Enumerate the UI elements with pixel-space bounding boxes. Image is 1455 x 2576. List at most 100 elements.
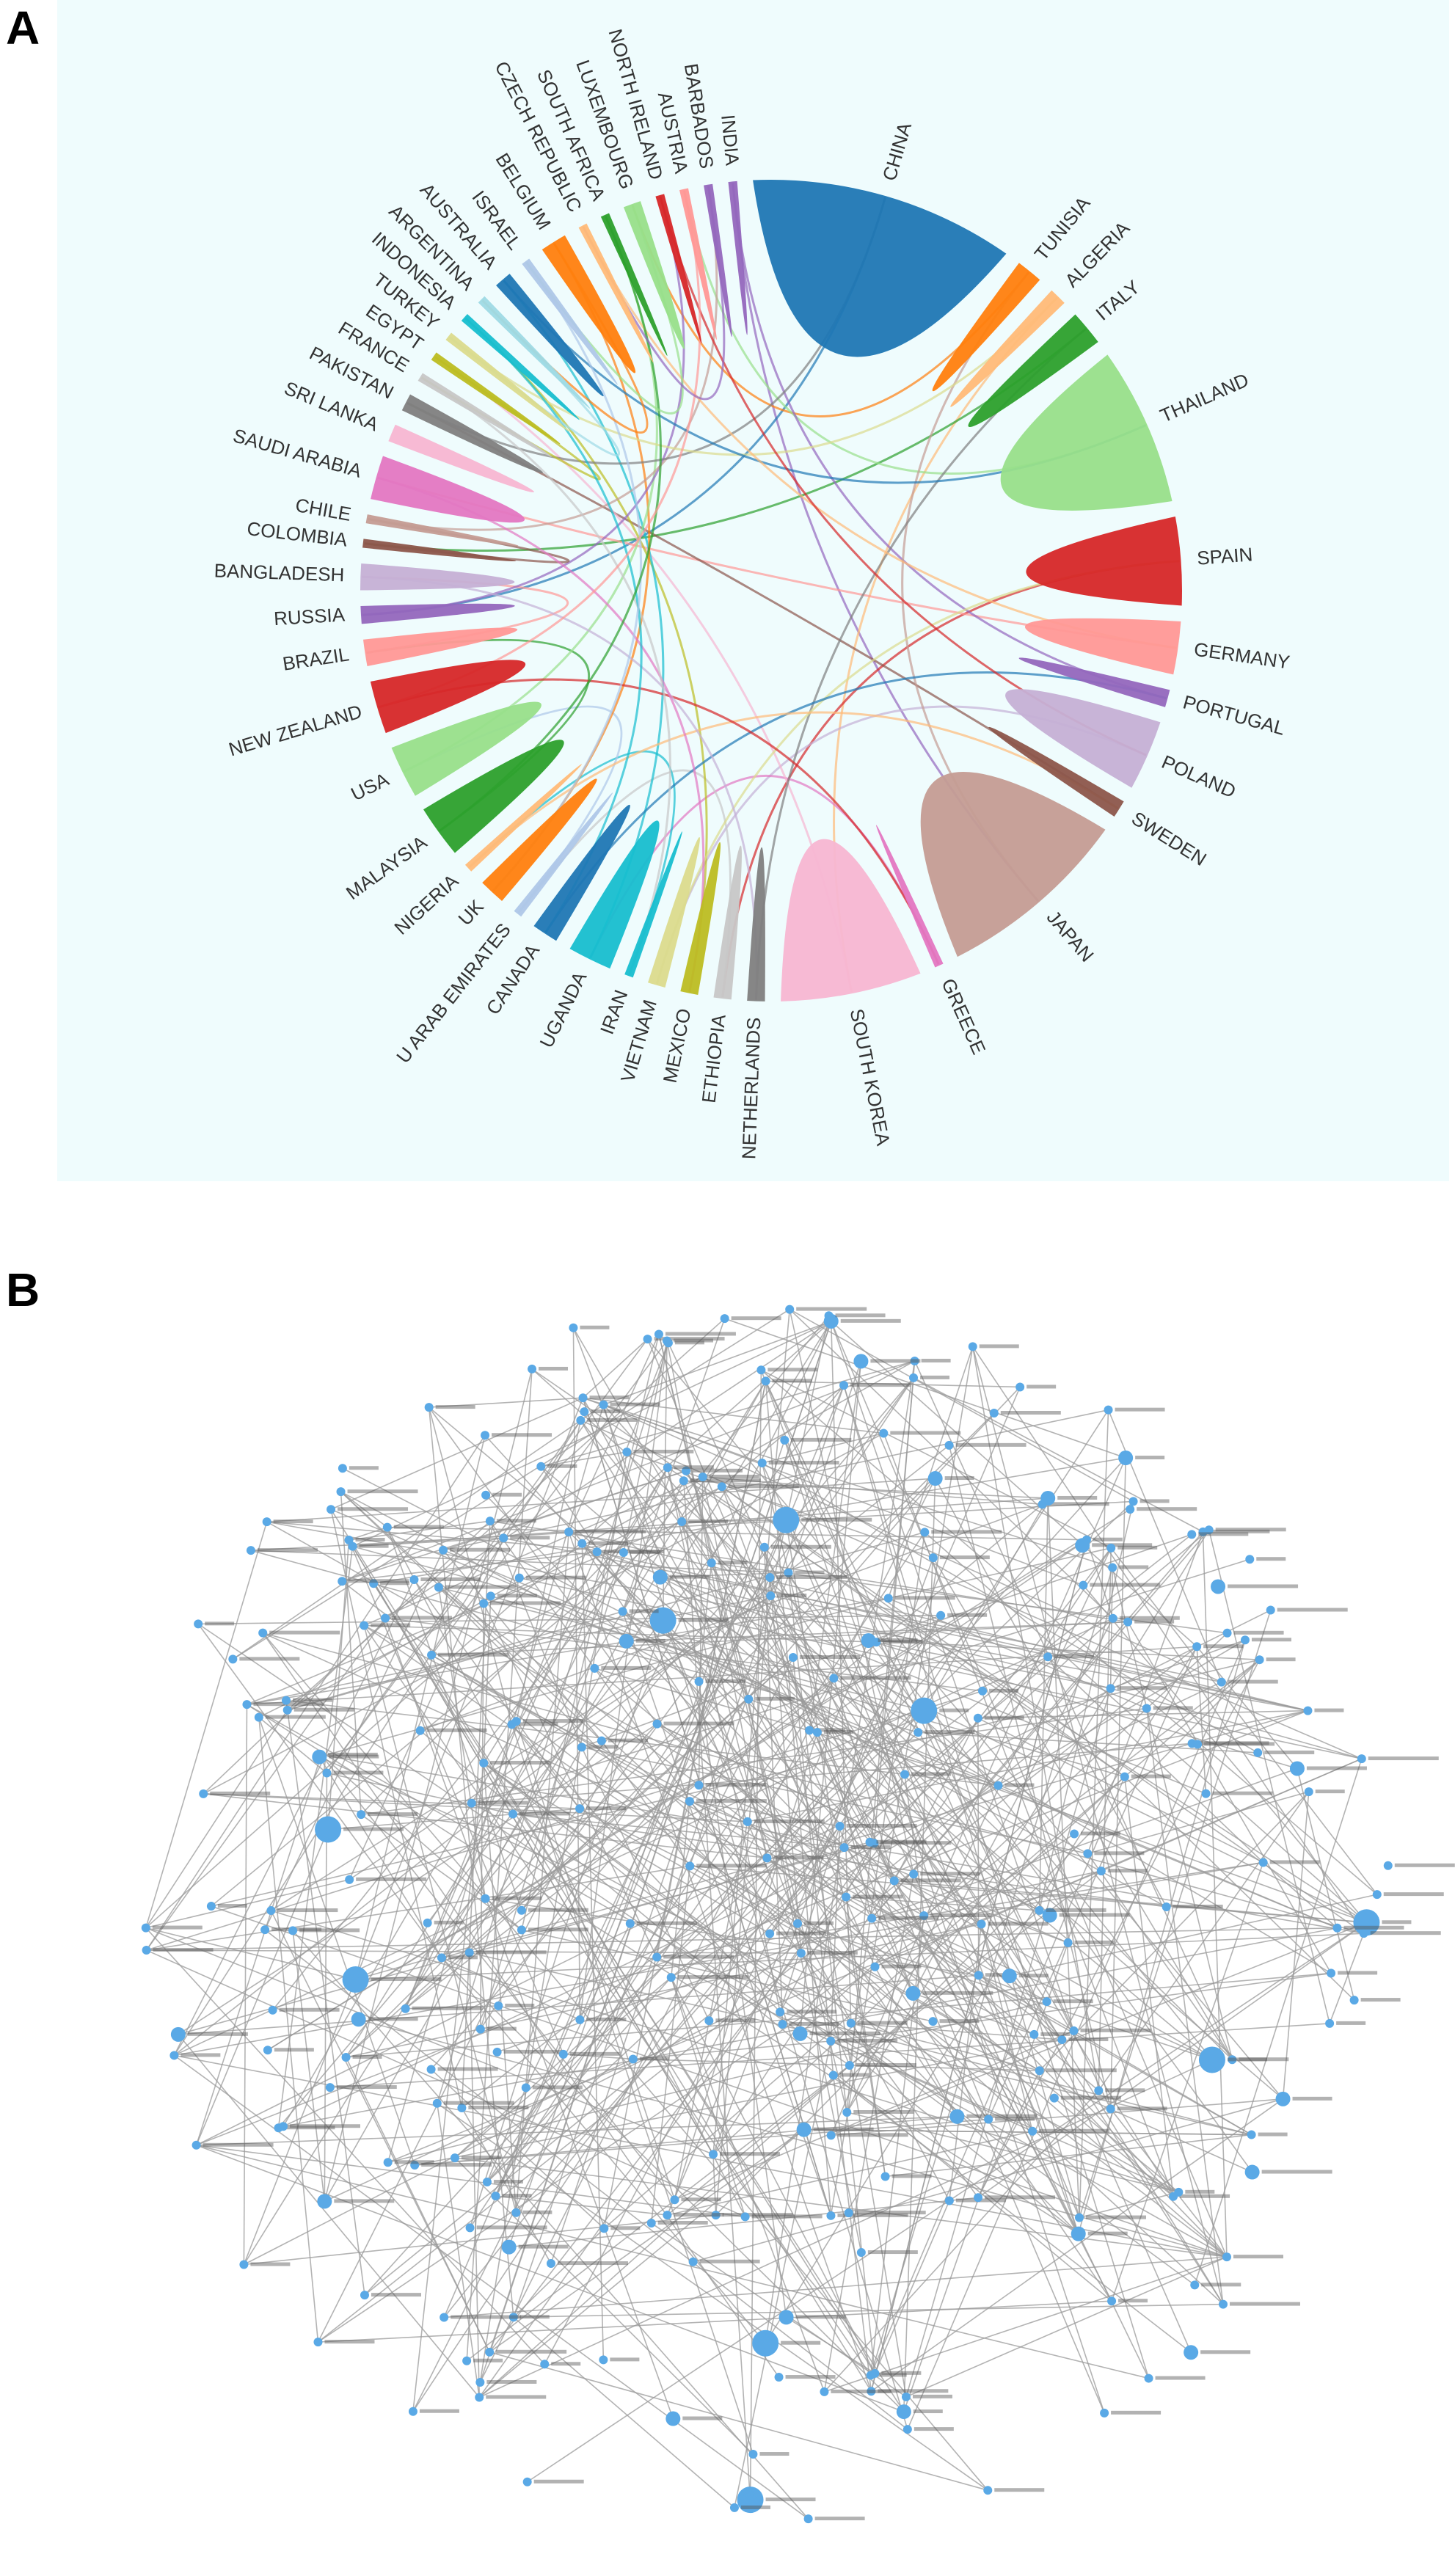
edge — [454, 1732, 919, 2159]
node — [1069, 2026, 1079, 2035]
node-caption — [785, 2375, 836, 2379]
edge — [413, 1579, 580, 1809]
edge — [972, 1346, 1365, 1934]
node — [599, 2355, 608, 2365]
node-caption — [705, 1679, 745, 1683]
node-caption — [1080, 2028, 1151, 2032]
node-caption — [914, 2427, 954, 2431]
node-caption — [816, 1728, 846, 1732]
node — [720, 1314, 729, 1324]
edge — [1329, 1933, 1365, 2024]
chord-arc — [541, 235, 636, 373]
node — [423, 1918, 432, 1927]
chord-arc — [1024, 618, 1181, 675]
node-caption — [1053, 1999, 1093, 2004]
node — [381, 1613, 390, 1623]
edge — [196, 2115, 958, 2146]
node — [242, 1700, 252, 1710]
edge — [503, 1537, 1222, 1683]
edge — [145, 1879, 350, 1929]
node — [681, 1466, 690, 1475]
node-caption — [681, 2197, 721, 2202]
edge — [495, 2195, 668, 2216]
edge — [318, 1756, 442, 1958]
node-caption — [1118, 2299, 1148, 2303]
edge — [579, 1340, 668, 2021]
node — [842, 2108, 852, 2117]
node-caption — [217, 1904, 247, 1908]
edge — [489, 1520, 583, 1748]
node-caption — [250, 2262, 291, 2266]
chord-arc — [391, 701, 541, 796]
edge — [869, 1567, 1113, 2376]
edge — [1110, 1547, 1378, 1895]
edge — [345, 1412, 995, 2058]
edge — [846, 1547, 1112, 2113]
node-caption — [772, 1379, 812, 1383]
node-caption — [814, 2517, 865, 2521]
node — [141, 1923, 150, 1933]
edge — [258, 1717, 415, 2166]
node-caption — [831, 2389, 891, 2393]
node — [517, 1905, 526, 1915]
edge — [466, 1368, 533, 2361]
edge — [831, 1922, 1367, 2137]
node — [325, 2083, 335, 2092]
node — [911, 1697, 938, 1724]
edge — [683, 1480, 1049, 1499]
edge — [540, 1466, 1112, 2302]
node — [920, 1528, 930, 1537]
node-caption — [1315, 1789, 1345, 1794]
node-caption — [995, 2117, 1035, 2121]
node-caption — [878, 1916, 939, 1920]
panel-label: A — [6, 1, 40, 54]
node-caption — [988, 1922, 1049, 1926]
node — [824, 1311, 834, 1321]
node-caption — [1368, 1756, 1439, 1761]
node-caption — [1105, 2088, 1145, 2092]
node — [494, 2001, 503, 2010]
node-caption — [880, 1841, 952, 1845]
node — [1255, 1655, 1264, 1665]
node — [928, 2017, 938, 2026]
node-caption — [587, 1417, 638, 1422]
edge — [324, 1747, 583, 2202]
edge — [782, 1659, 1261, 2025]
node-caption — [799, 1654, 860, 1659]
node-caption — [1039, 2128, 1110, 2133]
node-caption — [657, 2220, 708, 2225]
edge — [667, 1467, 1367, 1923]
edge — [145, 1927, 714, 2155]
node-caption — [877, 2373, 907, 2377]
node-caption — [1306, 1766, 1367, 1770]
edge — [443, 1825, 841, 2318]
node — [1325, 2018, 1335, 2028]
edge — [285, 1699, 999, 1787]
edge — [1087, 1853, 1233, 2060]
node — [1042, 1908, 1057, 1923]
node-caption — [688, 1519, 729, 1524]
edge — [415, 2115, 958, 2166]
node-caption — [293, 1707, 354, 1712]
edge — [597, 1551, 1308, 1712]
node-caption — [451, 2315, 522, 2319]
edge — [1079, 1610, 1272, 2218]
node-caption — [677, 1975, 748, 1980]
node-caption — [944, 1476, 974, 1481]
node — [576, 1415, 586, 1425]
node-caption — [273, 1519, 313, 1524]
node-caption — [835, 1313, 886, 1318]
edge — [264, 1550, 444, 1930]
node-caption — [1314, 1708, 1344, 1712]
node — [879, 1429, 889, 1438]
edge — [594, 1668, 852, 2024]
node-caption — [663, 1721, 734, 1726]
edge — [354, 1435, 486, 1980]
node-caption — [939, 2019, 980, 2024]
node — [409, 1575, 419, 1585]
edge — [197, 1623, 850, 2066]
node-caption — [438, 1652, 509, 1657]
node — [262, 1517, 271, 1527]
node-caption — [343, 1827, 404, 1831]
node-caption — [461, 2156, 501, 2160]
